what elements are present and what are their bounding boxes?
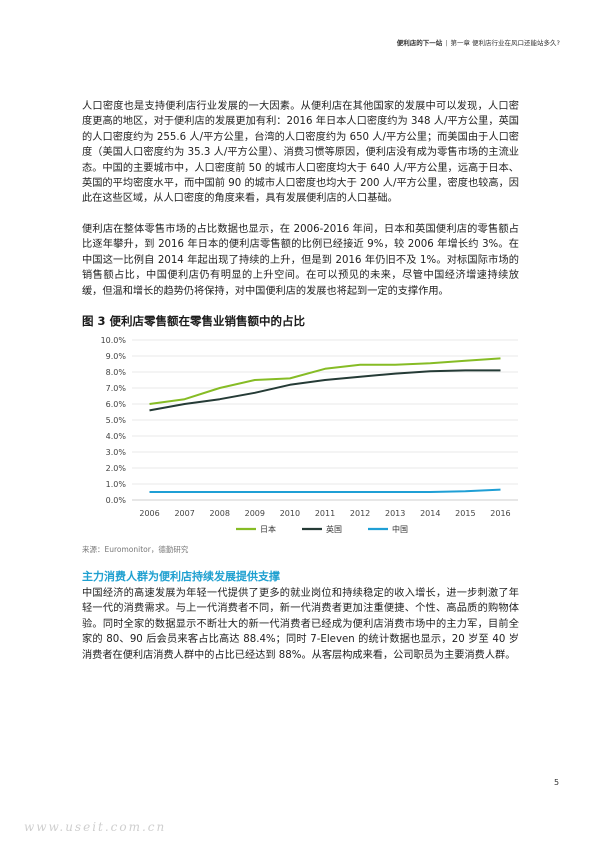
- x-tick-label: 2010: [280, 509, 300, 518]
- figure-label: 图 3: [82, 314, 106, 328]
- chart-gridlines: [132, 339, 518, 501]
- series-line: [149, 488, 501, 493]
- y-tick-label: 7.0%: [106, 384, 127, 393]
- x-tick-label: 2009: [245, 509, 265, 518]
- y-tick-label: 4.0%: [106, 432, 127, 441]
- y-tick-label: 3.0%: [106, 448, 127, 457]
- y-tick-label: 10.0%: [101, 336, 127, 345]
- chapter-title: 第一章 便利店行业在风口还能站多久?: [450, 39, 560, 47]
- line-chart: 0.0% 1.0% 2.0% 3.0% 4.0% 5.0% 6.0% 7.0% 8.0% 9.0%…: [101, 336, 518, 534]
- figure-source: 来源：Euromonitor，德勤研究: [82, 545, 189, 554]
- x-tick-label: 2015: [455, 509, 475, 518]
- legend-label: 英国: [326, 524, 342, 534]
- x-tick-label: 2013: [385, 509, 405, 518]
- x-tick-label: 2016: [490, 509, 510, 518]
- chart-series: [149, 357, 501, 493]
- chart-x-axis: 2006 2007 2008 2009 2010 2011 2012 2013 2014 2015…: [139, 509, 510, 518]
- chart-legend: 日本 英国 中国: [236, 524, 408, 534]
- x-tick-label: 2014: [420, 509, 440, 518]
- chart-y-axis: 0.0% 1.0% 2.0% 3.0% 4.0% 5.0% 6.0% 7.0% 8.0% 9.0%…: [101, 336, 127, 505]
- paragraph-population-density: 人口密度也是支持便利店行业发展的一大因素。从便利店在其他国家的发展中可以发现，人…: [82, 101, 519, 205]
- x-tick-label: 2012: [350, 509, 370, 518]
- y-tick-label: 9.0%: [106, 352, 127, 361]
- header-separator: |: [445, 39, 448, 47]
- y-tick-label: 2.0%: [106, 464, 127, 473]
- y-tick-label: 5.0%: [106, 416, 127, 425]
- paragraph-young-consumers: 中国经济的高速发展为年轻一代提供了更多的就业岗位和持续稳定的收入增长，进一步刺激…: [82, 588, 519, 661]
- x-tick-label: 2008: [210, 509, 230, 518]
- legend-label: 中国: [392, 524, 408, 534]
- figure-caption: 便利店零售额在零售业销售额中的占比: [109, 314, 306, 328]
- series-line: [149, 369, 501, 412]
- x-tick-label: 2007: [174, 509, 194, 518]
- series-line: [149, 357, 501, 405]
- page-number: 5: [554, 778, 560, 787]
- figure-title: 图 3 便利店零售额在零售业销售额中的占比: [82, 313, 305, 329]
- x-tick-label: 2006: [139, 509, 159, 518]
- y-tick-label: 8.0%: [106, 368, 127, 377]
- y-tick-label: 0.0%: [106, 496, 127, 505]
- y-tick-label: 1.0%: [106, 480, 127, 489]
- y-tick-label: 6.0%: [106, 400, 127, 409]
- section-heading: 主力消费人群为便利店持续发展提供支撑: [82, 570, 280, 583]
- legend-label: 日本: [260, 524, 276, 534]
- running-header: 便利店的下一站 | 第一章 便利店行业在风口还能站多久?: [397, 37, 560, 47]
- watermark: www.useit.com.cn: [24, 820, 167, 834]
- x-tick-label: 2011: [315, 509, 335, 518]
- book-title: 便利店的下一站: [396, 39, 443, 47]
- paragraph-retail-share: 便利店在整体零售市场的占比数据也显示，在 2006-2016 年间，日本和英国便…: [82, 224, 519, 297]
